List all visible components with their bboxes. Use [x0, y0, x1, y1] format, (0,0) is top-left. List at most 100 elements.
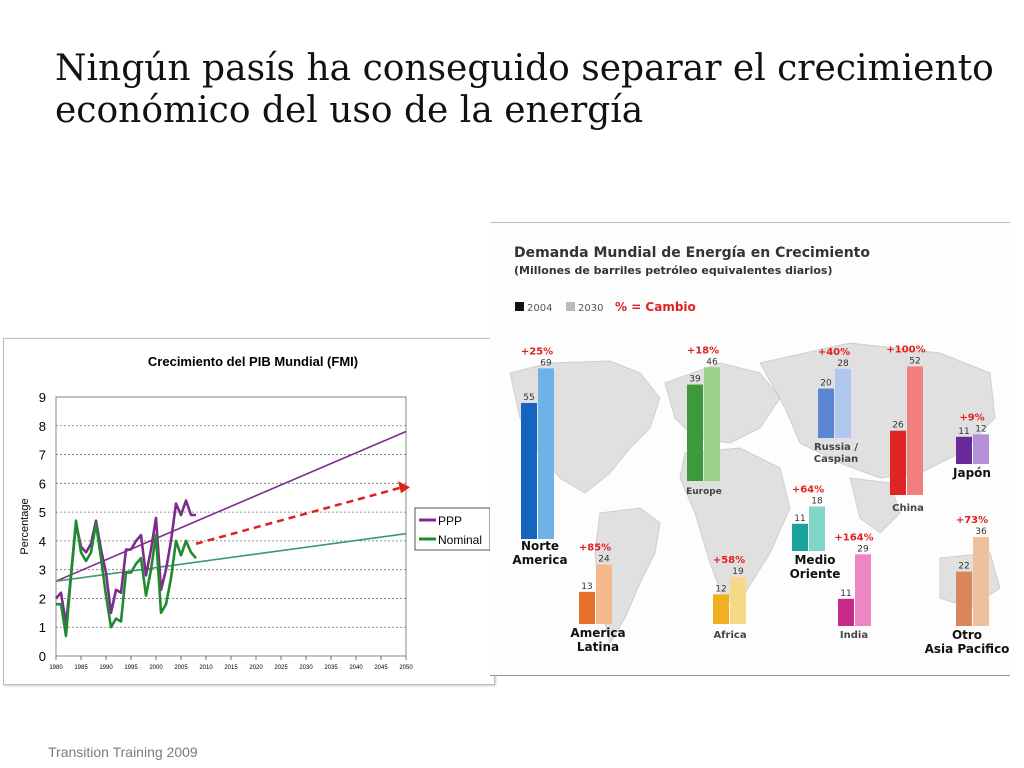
gdp-series-line-nominal [56, 519, 197, 638]
energy-region-label: Caspian [814, 454, 859, 465]
energy-bar-2030 [809, 506, 825, 551]
energy-region-label: Europe [686, 487, 722, 497]
energy-value-label-2030: 19 [732, 567, 744, 577]
gdp-y-tick-label: 4 [39, 534, 46, 549]
energy-change-label: +9% [959, 412, 984, 423]
energy-region-group: 11 29+164% India [834, 532, 873, 641]
energy-region-label: Norte [521, 539, 559, 553]
energy-bar-2030 [907, 366, 923, 495]
energy-value-label-2004: 22 [958, 562, 969, 572]
energy-change-label: +73% [956, 515, 988, 526]
gdp-y-tick-label: 6 [39, 476, 46, 491]
gdp-plot-frame [55, 396, 407, 657]
map-landmass [849, 477, 901, 534]
gdp-x-tick-label: 2010 [199, 665, 213, 671]
energy-value-label-2004: 11 [840, 589, 851, 599]
energy-region-group: 12 19+58% Africa [713, 555, 747, 641]
gdp-x-tick-label: 2030 [299, 665, 313, 671]
gdp-y-tick-label: 2 [39, 591, 46, 606]
energy-value-label-2004: 20 [820, 379, 832, 389]
gdp-x-tick-label: 1995 [124, 665, 138, 671]
map-landmass [759, 342, 996, 479]
energy-region-group: 39 46+18% Europe [686, 345, 722, 497]
gdp-y-tick-label: 5 [39, 505, 46, 520]
energy-value-label-2030: 28 [837, 359, 849, 369]
energy-region-group: 26 52+100% China [886, 344, 925, 514]
energy-bar-2030 [730, 577, 746, 624]
energy-bar-2004 [956, 436, 972, 464]
gdp-x-tick-label: 2005 [174, 665, 188, 671]
energy-value-label-2030: 29 [857, 544, 869, 554]
gdp-trendline [195, 485, 407, 545]
energy-value-label-2030: 24 [598, 555, 610, 565]
energy-region-group: 11 12+9% Japón [952, 412, 991, 480]
energy-bar-2004 [579, 591, 595, 624]
energy-bar-2030 [973, 536, 989, 626]
energy-region-label: Otro [952, 628, 982, 642]
gdp-x-tick-label: 2035 [324, 665, 338, 671]
energy-value-label-2030: 52 [909, 356, 920, 366]
energy-region-label: Latina [577, 640, 619, 654]
gdp-x-tick-label: 2025 [274, 665, 288, 671]
energy-bar-2004 [792, 523, 808, 551]
energy-region-label: Asia Pacifico [925, 642, 1010, 656]
gdp-chart-svg: Crecimiento del PIB Mundial (FMI) 0 1 2 3 4 5 6… [19, 354, 491, 671]
gdp-legend: PPP Nominal [414, 507, 491, 551]
energy-chart-svg: Demanda Mundial de Energía en Crecimient… [509, 245, 1010, 656]
energy-region-label: India [840, 630, 868, 641]
gdp-y-tick-label: 7 [39, 448, 46, 463]
energy-legend-label-2004: 2004 [527, 303, 552, 314]
energy-change-label: +64% [792, 484, 824, 495]
energy-region-group: 20 28+40% Russia /Caspian [814, 347, 859, 465]
energy-bar-2030 [973, 434, 989, 464]
energy-change-label: +100% [886, 344, 925, 355]
gdp-x-tick-label: 2045 [374, 665, 388, 671]
energy-value-label-2030: 36 [975, 527, 987, 537]
energy-value-label-2004: 11 [958, 427, 969, 437]
gdp-legend-label: PPP [438, 514, 462, 528]
energy-value-label-2004: 13 [581, 582, 592, 592]
energy-region-label: Oriente [790, 567, 841, 581]
energy-value-label-2004: 39 [689, 375, 701, 385]
gdp-x-tick-label: 2050 [399, 665, 413, 671]
footer-text: Transition Training 2009 [48, 744, 198, 760]
energy-region-label: Africa [713, 630, 746, 641]
energy-bar-2030 [596, 564, 612, 624]
energy-value-label-2030: 46 [706, 357, 718, 367]
energy-region-label: America [570, 626, 625, 640]
gdp-y-axis-label: Percentage [19, 498, 31, 554]
energy-value-label-2004: 12 [715, 584, 726, 594]
slide-title: Ningún pasís ha conseguido separar el cr… [55, 48, 994, 131]
energy-change-label: +85% [579, 543, 611, 554]
energy-change-label: +164% [834, 532, 873, 543]
gdp-x-tick-label: 2040 [349, 665, 363, 671]
gdp-plot-area: 0 1 2 3 4 5 6 7 8 9 1980 1985 1990 1995 2000 2005 2010 20… [39, 390, 414, 671]
gdp-chart-title: Crecimiento del PIB Mundial (FMI) [148, 354, 358, 369]
gdp-trendline [55, 532, 407, 582]
energy-bar-2004 [818, 388, 834, 438]
energy-bar-2030 [704, 367, 720, 481]
energy-change-label: +25% [521, 346, 553, 357]
energy-demand-chart: Demanda Mundial de Energía en Crecimient… [490, 222, 1010, 676]
map-landmass [664, 362, 781, 444]
energy-bar-2030 [538, 368, 554, 539]
energy-value-label-2004: 26 [892, 421, 904, 431]
gdp-x-tick-label: 2015 [224, 665, 238, 671]
gdp-trendline [55, 430, 407, 582]
gdp-trendline-arrowhead [398, 481, 410, 494]
energy-region-label: America [512, 553, 567, 567]
energy-value-label-2004: 11 [794, 514, 805, 524]
gdp-x-tick-label: 2000 [149, 665, 163, 671]
energy-bar-2004 [687, 384, 703, 481]
energy-legend-swatch-2030 [566, 302, 575, 311]
energy-legend-label-change: % = Cambio [615, 300, 696, 314]
gdp-y-tick-label: 9 [39, 390, 46, 405]
energy-bar-2004 [838, 598, 854, 626]
gdp-x-tick-label: 2020 [249, 665, 263, 671]
gdp-x-tick-label: 1980 [49, 665, 63, 671]
energy-region-label: Japón [952, 466, 991, 480]
gdp-y-tick-label: 8 [39, 419, 46, 434]
energy-chart-title: Demanda Mundial de Energía en Crecimient… [514, 245, 870, 261]
